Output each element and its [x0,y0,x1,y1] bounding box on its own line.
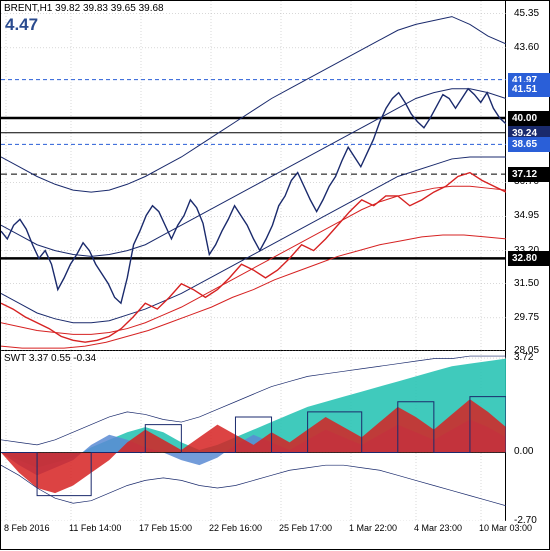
x-axis: 8 Feb 201611 Feb 14:0017 Feb 15:0022 Feb… [1,521,550,551]
indicator-svg [1,351,506,521]
ohlc: 39.82 39.83 39.65 39.68 [55,3,163,14]
indicator-chart[interactable] [1,351,506,521]
timeframe: H1 [40,3,53,14]
main-svg [1,1,506,351]
chart-container: BRENT,H1 39.82 39.83 39.65 39.68 4.47 28… [0,0,550,550]
y-axis-main: 28.0529.7531.5033.2034.9536.7043.6045.35… [506,1,550,351]
y-axis-ind: 3.720.00-2.70 [506,351,550,521]
chart-header: BRENT,H1 39.82 39.83 39.65 39.68 [4,3,164,14]
main-chart[interactable] [1,1,506,351]
indicator-header: SWT 3.37 0.55 -0.34 [4,353,96,364]
watermark: 4.47 [5,15,38,35]
symbol: BRENT [4,3,37,14]
